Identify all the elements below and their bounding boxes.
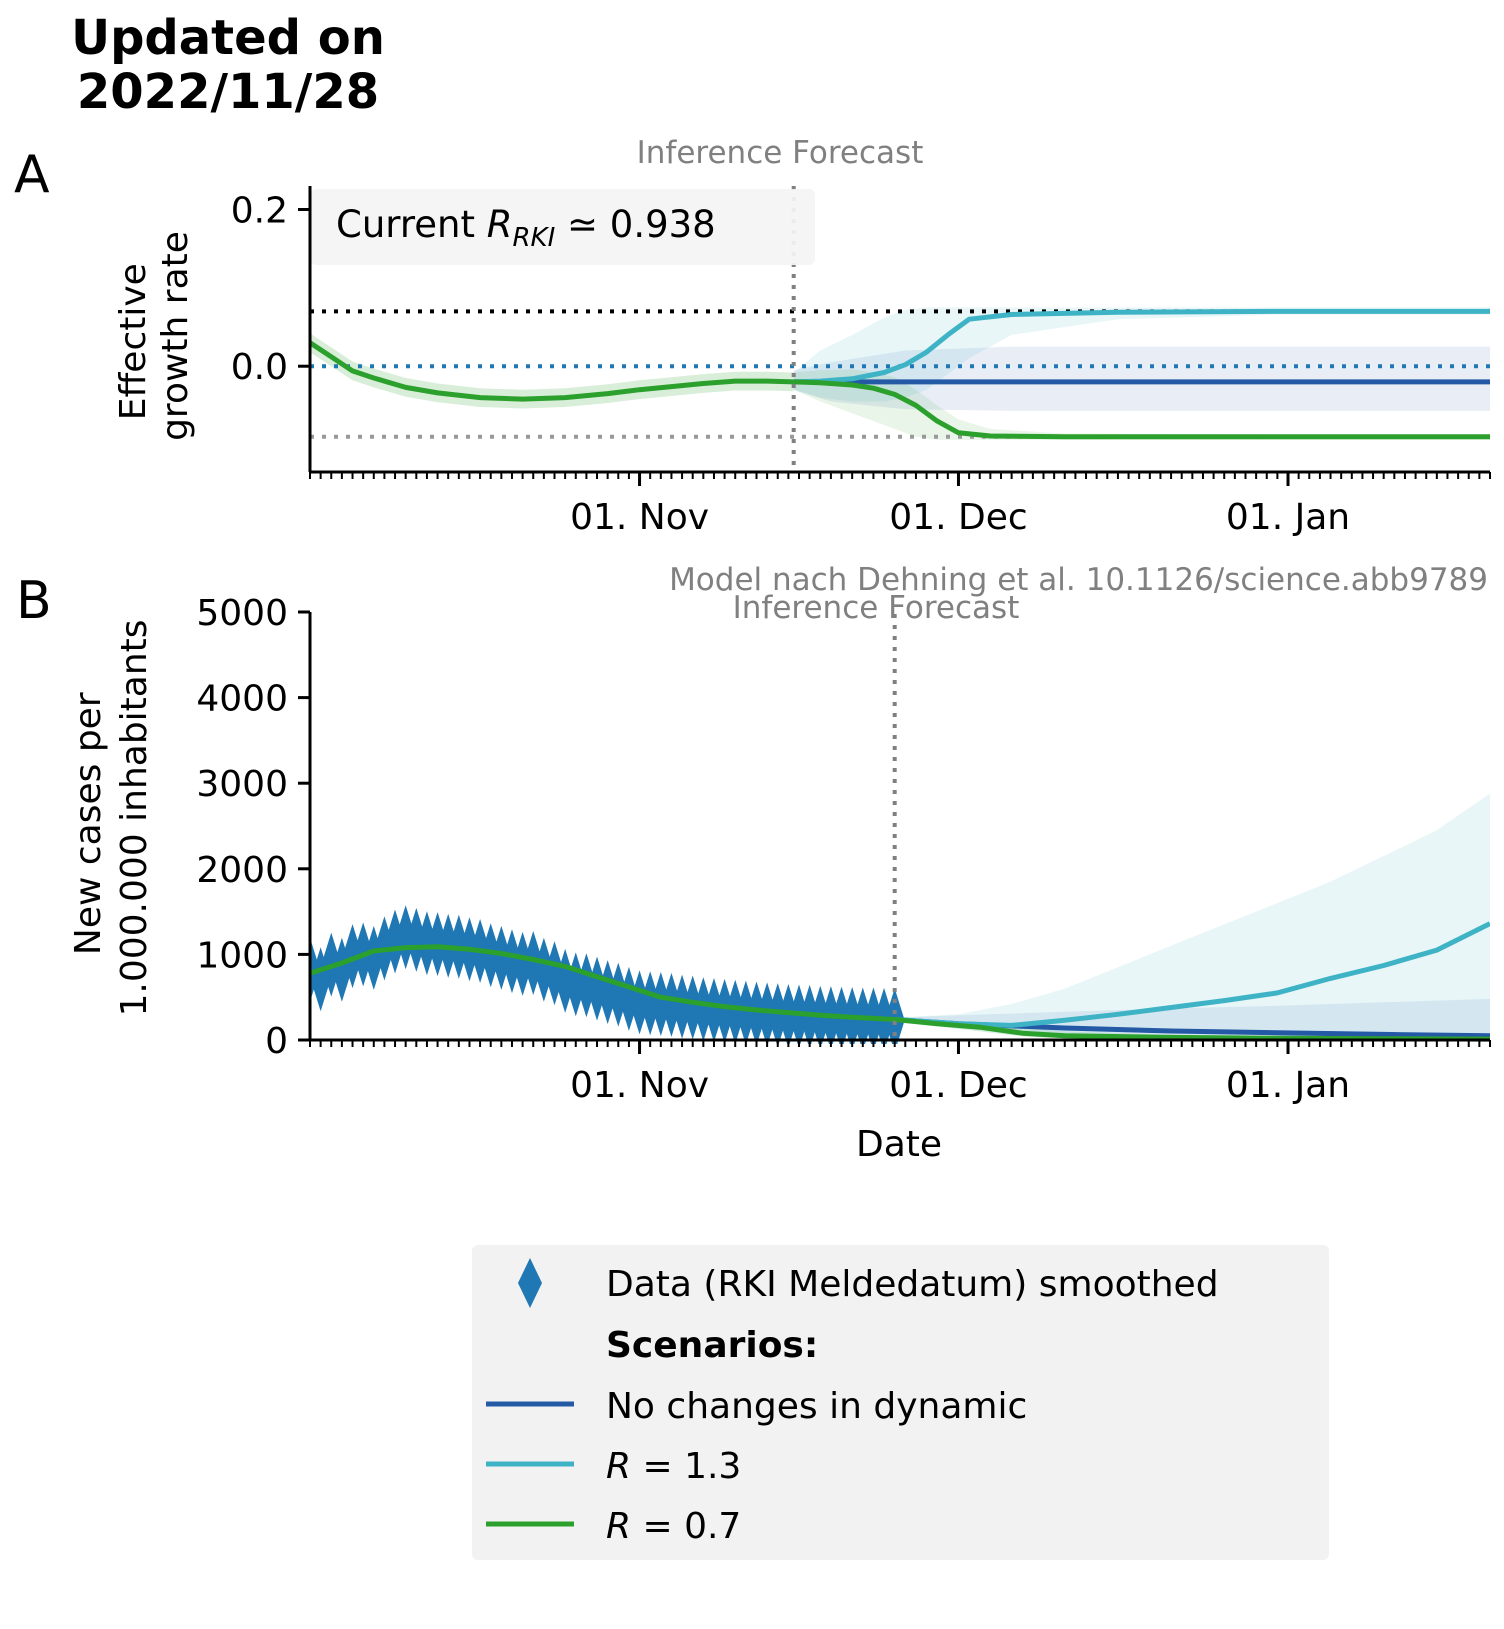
panel-a: A Inference Forecast Current RRKI ≃ 0.93… bbox=[14, 135, 1491, 538]
panel-b-x-ticks: 01. Nov 01. Dec 01. Jan bbox=[309, 1040, 1491, 1106]
data-point-diamond bbox=[661, 972, 682, 1037]
panel-a-no-changes-in-dynamic-band bbox=[793, 346, 1490, 411]
x-tick-label: 01. Dec bbox=[889, 1065, 1027, 1106]
panel-b-inference-line bbox=[310, 944, 895, 1022]
data-point-diamond bbox=[714, 978, 735, 1043]
panel-b-ylabel-line-1: New cases per bbox=[68, 692, 109, 955]
current-r-symbol: R bbox=[487, 203, 513, 246]
legend-r13-value: = 1.3 bbox=[631, 1446, 741, 1487]
x-tick-label: 01. Nov bbox=[570, 497, 709, 538]
y-tick-label: 3000 bbox=[196, 764, 288, 805]
data-point-diamond bbox=[725, 979, 746, 1044]
panel-a-r-1-3-band bbox=[793, 307, 1490, 402]
y-tick-label: 0.0 bbox=[231, 347, 288, 388]
panel-a-r-0-7-line bbox=[793, 379, 1490, 440]
legend-data-marker bbox=[518, 1258, 542, 1308]
x-tick-label: 01. Nov bbox=[570, 1065, 709, 1106]
panel-b-r-1-3-line bbox=[894, 921, 1490, 1028]
panel-a-r-1-3-line bbox=[793, 308, 1490, 385]
panel-b-letter: B bbox=[16, 571, 52, 631]
panel-a-ylabel: Effective growth rate bbox=[113, 231, 196, 441]
legend-box bbox=[472, 1245, 1329, 1560]
update-title-line-1: Updated on bbox=[71, 10, 385, 66]
legend-r07-symbol: R bbox=[606, 1506, 631, 1547]
y-tick-label: 5000 bbox=[196, 593, 288, 634]
legend-r07-label: R = 0.7 bbox=[606, 1506, 741, 1547]
panel-a-phase-label: Inference Forecast bbox=[637, 135, 924, 171]
panel-b-r-1-3-band bbox=[894, 793, 1490, 1038]
data-point-diamond bbox=[746, 981, 767, 1044]
legend-r07-value: = 0.7 bbox=[631, 1506, 741, 1547]
data-point-diamond bbox=[672, 974, 693, 1039]
panel-a-plot-area bbox=[310, 307, 1490, 440]
current-r-prefix: Current bbox=[336, 203, 487, 246]
current-r-subscript: RKI bbox=[512, 223, 555, 253]
legend-scenarios-heading: Scenarios: bbox=[606, 1325, 818, 1366]
y-tick-label: 1000 bbox=[196, 935, 288, 976]
data-point-diamond bbox=[884, 988, 905, 1044]
data-point-diamond bbox=[342, 924, 363, 989]
data-point-diamond bbox=[427, 912, 448, 977]
data-point-diamond bbox=[650, 972, 671, 1037]
legend-r13-label: R = 1.3 bbox=[606, 1446, 741, 1487]
data-point-diamond bbox=[703, 978, 724, 1043]
y-tick-label: 2000 bbox=[196, 850, 288, 891]
panel-a-letter: A bbox=[14, 145, 50, 205]
legend-data-label: Data (RKI Meldedatum) smoothed bbox=[606, 1264, 1219, 1305]
data-point-diamond bbox=[682, 975, 703, 1040]
panel-b-phase-label: Inference Forecast bbox=[733, 590, 1020, 626]
panel-a-y-ticks: 0.2 0.0 bbox=[231, 191, 310, 388]
panel-a-ylabel-line-2: growth rate bbox=[155, 231, 196, 441]
legend-r13-symbol: R bbox=[606, 1446, 631, 1487]
current-r-box bbox=[310, 189, 815, 265]
data-point-diamond bbox=[416, 911, 437, 976]
update-title-line-2: 2022/11/28 bbox=[77, 64, 379, 120]
data-point-diamond bbox=[693, 977, 714, 1042]
current-r-annotation: Current RRKI ≃ 0.938 bbox=[336, 203, 716, 253]
panel-b-credit: Model nach Dehning et al. 10.1126/scienc… bbox=[669, 562, 1488, 598]
x-tick-label: 01. Dec bbox=[889, 497, 1027, 538]
legend: Data (RKI Meldedatum) smoothed Scenarios… bbox=[472, 1245, 1329, 1560]
current-r-value: ≃ 0.938 bbox=[555, 203, 715, 246]
y-tick-label: 0.2 bbox=[231, 191, 288, 232]
panel-b-ylabel-line-2: 1.000.000 inhabitants bbox=[114, 619, 155, 1016]
panel-a-x-ticks: 01. Nov 01. Dec 01. Jan bbox=[309, 472, 1491, 538]
panel-b: B Model nach Dehning et al. 10.1126/scie… bbox=[16, 562, 1491, 1165]
data-point-diamond bbox=[512, 931, 533, 996]
data-point-diamond bbox=[735, 980, 756, 1044]
panel-a-r-0-7-band bbox=[793, 369, 1490, 440]
data-point-diamond bbox=[640, 971, 661, 1036]
panel-a-ylabel-line-1: Effective bbox=[113, 263, 154, 420]
legend-no-change-label: No changes in dynamic bbox=[606, 1386, 1027, 1427]
panel-a-inference-line bbox=[310, 340, 794, 402]
panel-b-y-ticks: 5000 4000 3000 2000 1000 0 bbox=[196, 593, 310, 1062]
y-tick-label: 0 bbox=[265, 1021, 288, 1062]
panel-b-plot-area bbox=[310, 793, 1490, 1044]
panel-b-ylabel: New cases per 1.000.000 inhabitants bbox=[68, 619, 155, 1016]
x-tick-label: 01. Jan bbox=[1226, 1065, 1350, 1106]
panel-b-xlabel: Date bbox=[856, 1124, 942, 1165]
x-tick-label: 01. Jan bbox=[1226, 497, 1350, 538]
y-tick-label: 4000 bbox=[196, 679, 288, 720]
